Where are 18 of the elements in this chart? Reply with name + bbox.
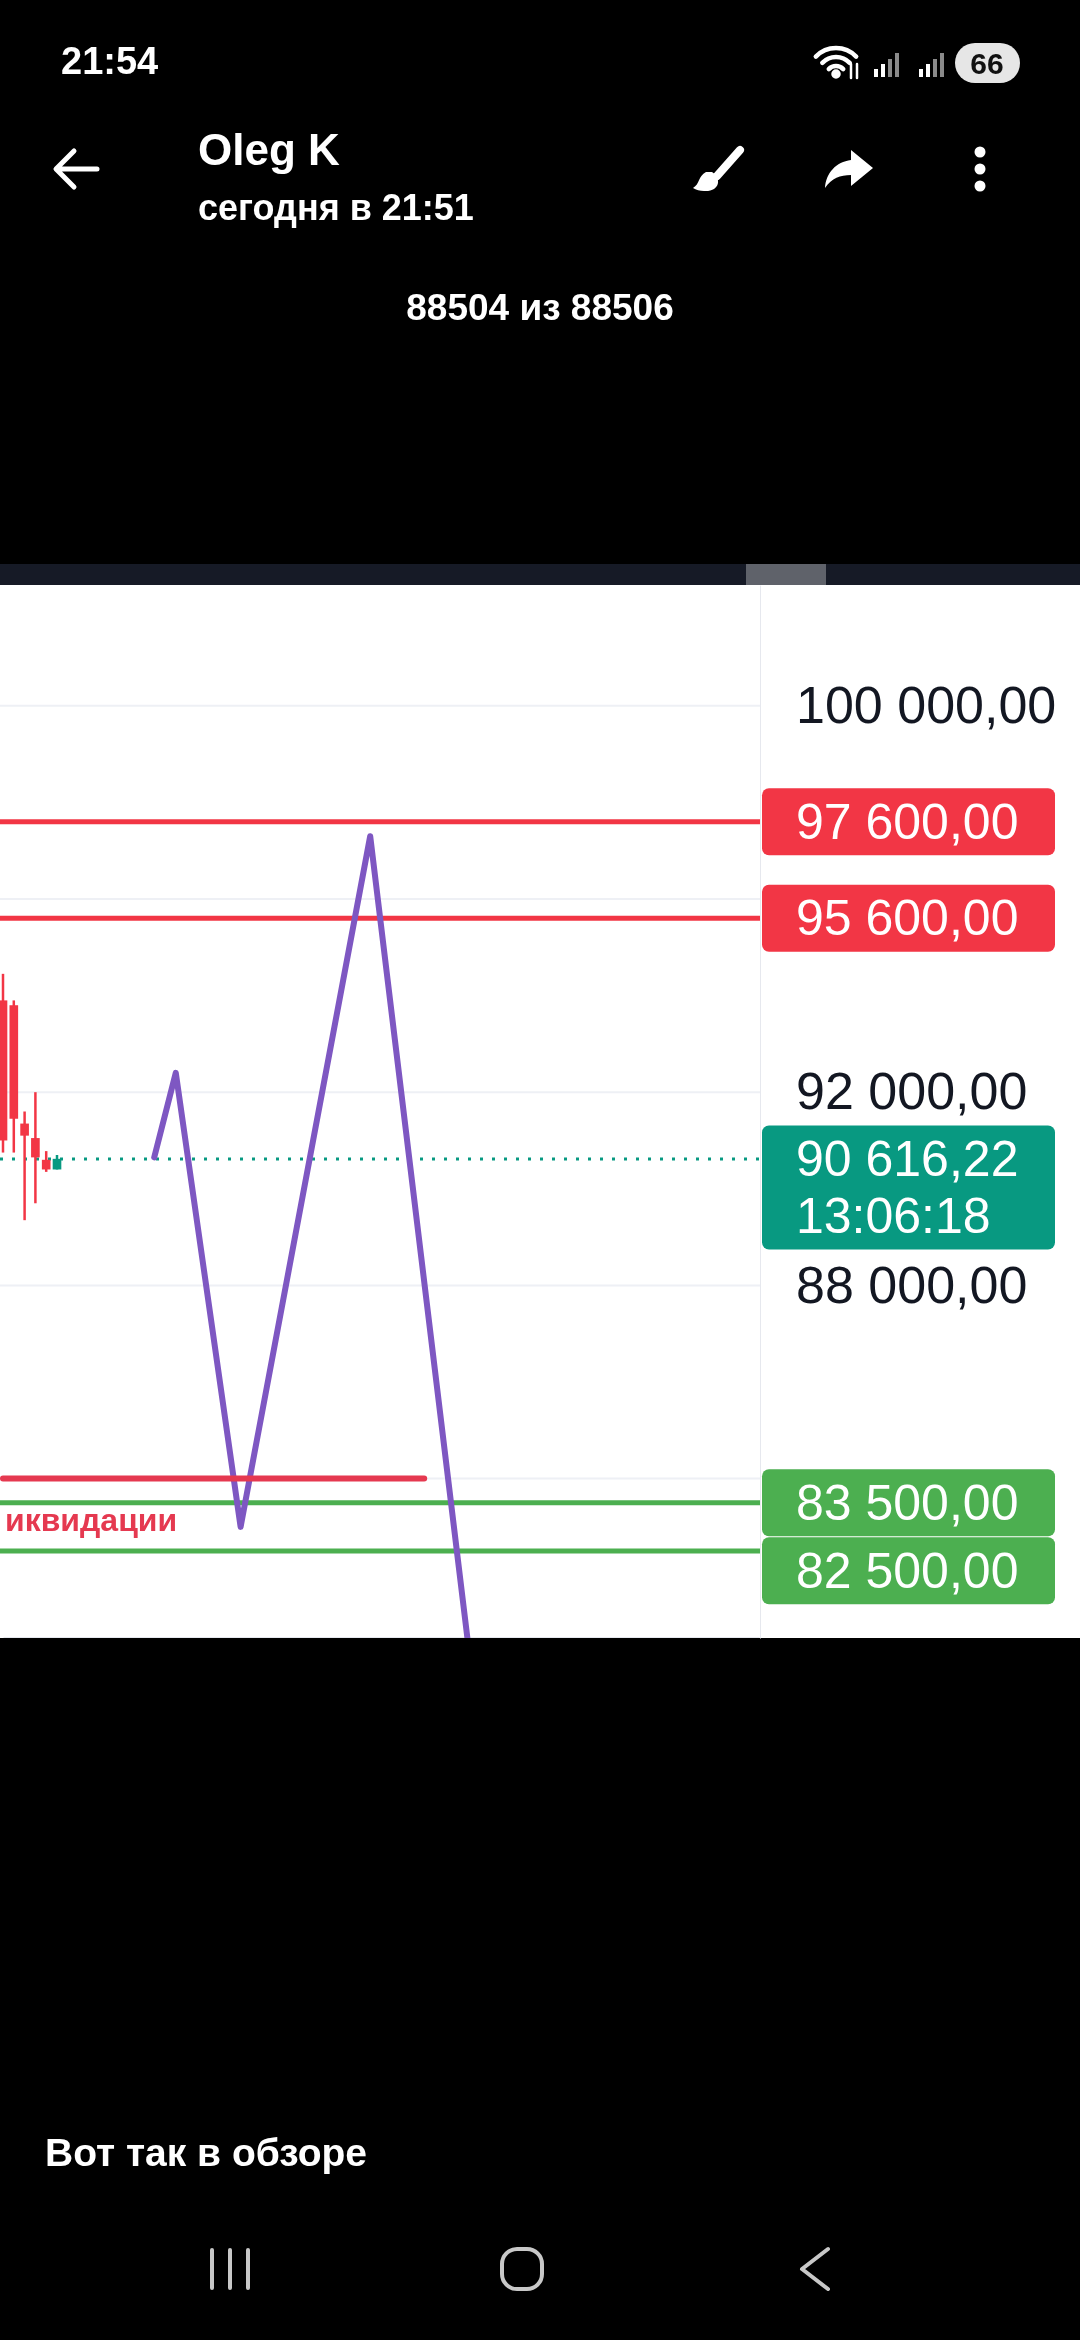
text: Oleg K xyxy=(198,124,341,174)
text: Вот так в обзоре xyxy=(45,2130,368,2174)
y-tick-label: 92 000,00 xyxy=(796,1062,1028,1121)
candlestick xyxy=(20,1110,29,1222)
ref-line-label: 83 500,00 xyxy=(796,1474,1019,1531)
series-label: иквидации xyxy=(5,1501,178,1538)
text: 88504 из 88506 xyxy=(406,286,674,328)
text: 21:54 xyxy=(61,40,159,82)
y-tick-label: 100 000,00 xyxy=(796,675,1057,734)
ref-line-label: 90 616,22 13:06:18 xyxy=(796,1131,1019,1245)
candlestick xyxy=(41,1149,51,1174)
ref-line-label: 95 600,00 xyxy=(796,890,1019,947)
ref-line-label: 82 500,00 xyxy=(796,1542,1019,1599)
candlestick xyxy=(31,1090,40,1205)
text: сегодня в 21:51 xyxy=(198,186,474,228)
y-tick-label: 88 000,00 xyxy=(796,1255,1028,1314)
text: 66 xyxy=(970,46,1004,80)
ref-line-label: 97 600,00 xyxy=(796,793,1019,850)
